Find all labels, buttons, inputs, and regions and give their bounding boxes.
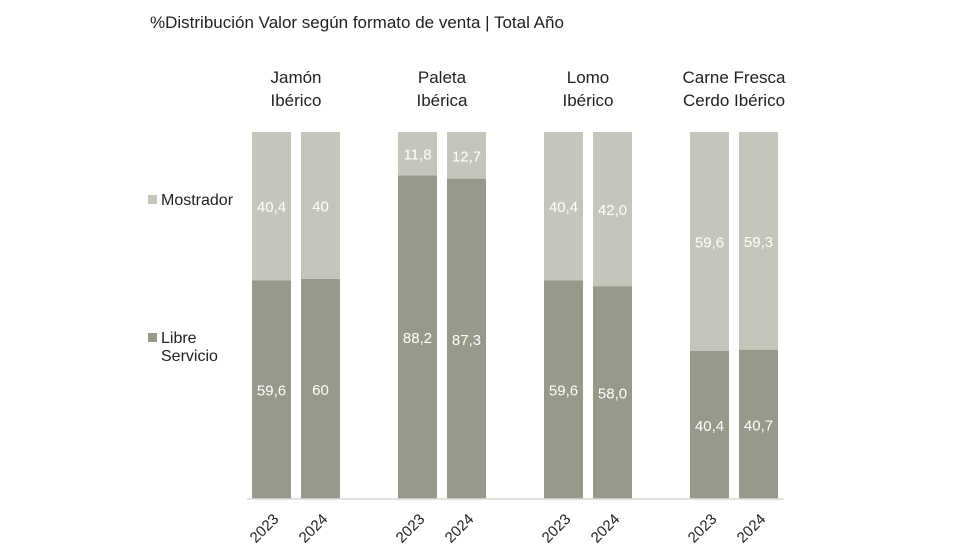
bar-mostrador bbox=[398, 132, 437, 176]
x-tick-label: 2023 bbox=[685, 511, 721, 547]
bar-mostrador bbox=[301, 132, 340, 279]
data-label-mostrador: 12,7 bbox=[452, 148, 481, 165]
chart-title: %Distribución Valor según formato de ven… bbox=[150, 13, 564, 32]
bar-mostrador bbox=[447, 132, 486, 179]
bar-mostrador bbox=[252, 132, 291, 281]
x-tick-label: 2024 bbox=[734, 511, 770, 547]
data-label-mostrador: 40 bbox=[312, 198, 329, 215]
group-label: Lomo bbox=[567, 68, 610, 87]
legend-swatch-mostrador bbox=[148, 195, 157, 204]
bar-libre-servicio bbox=[593, 286, 632, 499]
legend-label-mostrador: Mostrador bbox=[161, 192, 234, 209]
data-label-mostrador: 42,0 bbox=[598, 202, 627, 219]
bar-mostrador bbox=[593, 132, 632, 287]
bar-mostrador bbox=[544, 132, 583, 281]
x-tick-label: 2024 bbox=[588, 511, 624, 547]
group-label: Ibérico bbox=[270, 91, 321, 110]
legend-label-libre-servicio: Libre bbox=[161, 330, 197, 347]
x-tick-label: 2024 bbox=[296, 511, 332, 547]
bar-libre-servicio bbox=[398, 175, 437, 499]
data-label-mostrador: 40,4 bbox=[257, 199, 286, 216]
bar-libre-servicio bbox=[252, 280, 291, 499]
data-label-libre-servicio: 59,6 bbox=[257, 383, 286, 400]
data-label-libre-servicio: 88,2 bbox=[403, 330, 432, 347]
data-label-mostrador: 59,6 bbox=[695, 234, 724, 251]
data-label-libre-servicio: 59,6 bbox=[549, 383, 578, 400]
x-tick-label: 2023 bbox=[247, 511, 283, 547]
data-label-libre-servicio: 87,3 bbox=[452, 332, 481, 349]
group-label: Carne Fresca bbox=[683, 68, 787, 87]
x-tick-label: 2023 bbox=[393, 511, 429, 547]
data-label-libre-servicio: 58,0 bbox=[598, 386, 627, 403]
data-label-mostrador: 59,3 bbox=[744, 234, 773, 251]
bar-libre-servicio bbox=[544, 280, 583, 499]
bar-mostrador bbox=[690, 132, 729, 351]
data-label-libre-servicio: 40,7 bbox=[744, 417, 773, 434]
group-label: Paleta bbox=[418, 68, 467, 87]
group-label: Jamón bbox=[270, 68, 321, 87]
data-label-mostrador: 11,8 bbox=[403, 147, 431, 164]
bar-libre-servicio bbox=[447, 178, 486, 499]
group-label: Ibérico bbox=[562, 91, 613, 110]
group-label: Cerdo Ibérico bbox=[683, 91, 785, 110]
legend-label-libre-servicio: Servicio bbox=[161, 348, 218, 365]
data-label-libre-servicio: 40,4 bbox=[695, 418, 724, 435]
data-label-libre-servicio: 60 bbox=[312, 382, 329, 399]
bar-libre-servicio bbox=[739, 349, 778, 499]
x-tick-label: 2024 bbox=[442, 511, 478, 547]
legend-swatch-libre-servicio bbox=[148, 333, 157, 342]
x-tick-label: 2023 bbox=[539, 511, 575, 547]
data-label-mostrador: 40,4 bbox=[549, 199, 578, 216]
bar-libre-servicio bbox=[690, 350, 729, 499]
bar-mostrador bbox=[739, 132, 778, 350]
bar-libre-servicio bbox=[301, 278, 340, 499]
group-label: Ibérica bbox=[416, 91, 468, 110]
